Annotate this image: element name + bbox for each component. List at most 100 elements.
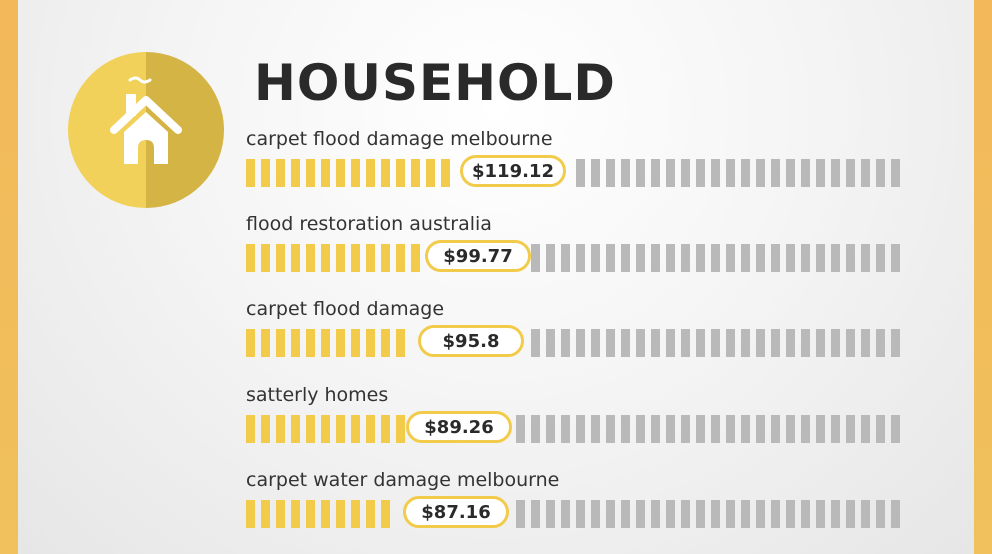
bar-segment-filled	[246, 159, 255, 187]
bar-segment-empty	[696, 329, 705, 357]
bar-segment-filled	[321, 500, 330, 528]
value-label: $87.16	[403, 496, 509, 528]
bar-row: $95.8	[246, 325, 902, 357]
bar-segment-filled	[306, 159, 315, 187]
bar-segment-filled	[246, 415, 255, 443]
bar-segment-empty	[651, 329, 660, 357]
bar-segment-empty	[681, 159, 690, 187]
bar-segment-empty	[636, 500, 645, 528]
bar-segment-empty	[831, 244, 840, 272]
frame-right	[974, 0, 992, 554]
bar-segment-filled	[411, 159, 420, 187]
bar-segment-filled	[351, 329, 360, 357]
bar-segment-empty	[576, 415, 585, 443]
bar-segment-filled	[306, 500, 315, 528]
bar-segment-empty	[801, 415, 810, 443]
bar-segment-empty	[786, 159, 795, 187]
bar-segment-empty	[591, 159, 600, 187]
bar-segment-empty	[891, 159, 900, 187]
bar-segment-empty	[636, 329, 645, 357]
bar-segment-filled	[246, 500, 255, 528]
bar-segment-filled	[291, 244, 300, 272]
frame-left	[0, 0, 18, 554]
bar-segment-filled	[366, 244, 375, 272]
bar-segment-empty	[861, 415, 870, 443]
bar-segment-empty	[576, 329, 585, 357]
bar-segment-empty	[546, 244, 555, 272]
bar-segment-empty	[861, 159, 870, 187]
bar-segment-filled	[351, 500, 360, 528]
bar-segment-empty	[606, 415, 615, 443]
bar-segment-filled	[351, 415, 360, 443]
bar-segment-empty	[561, 500, 570, 528]
bar-segment-empty	[561, 415, 570, 443]
bar-segment-empty	[681, 415, 690, 443]
bar-segment-empty	[666, 415, 675, 443]
bar-segment-empty	[696, 159, 705, 187]
category-label: flood restoration australia	[246, 213, 492, 235]
bar-segment-empty	[786, 415, 795, 443]
value-label: $119.12	[460, 155, 566, 187]
bar-row: $87.16	[246, 496, 902, 528]
bar-segment-filled	[306, 329, 315, 357]
bar-segment-empty	[576, 244, 585, 272]
bar-segment-empty	[861, 329, 870, 357]
bar-segment-filled	[246, 329, 255, 357]
bar-segment-empty	[531, 244, 540, 272]
bar-segment-empty	[741, 329, 750, 357]
bar-segment-filled	[396, 244, 405, 272]
bar-segment-filled	[336, 415, 345, 443]
bar-segment-empty	[591, 415, 600, 443]
bar-segment-filled	[366, 159, 375, 187]
bar-segment-empty	[876, 415, 885, 443]
bar-segment-empty	[591, 329, 600, 357]
house-badge	[68, 52, 224, 208]
bar-segment-empty	[681, 329, 690, 357]
bar-segment-filled	[396, 159, 405, 187]
bar-segment-empty	[696, 415, 705, 443]
bar-segment-empty	[861, 244, 870, 272]
bar-row: $89.26	[246, 411, 902, 443]
bar-segment-empty	[651, 415, 660, 443]
bar-segment-empty	[876, 500, 885, 528]
bar-segment-empty	[876, 159, 885, 187]
house-icon	[110, 76, 182, 164]
bar-segment-empty	[771, 329, 780, 357]
bar-segment-filled	[261, 244, 270, 272]
bar-segment-empty	[516, 415, 525, 443]
bar-segment-empty	[891, 329, 900, 357]
bar-segment-empty	[531, 329, 540, 357]
bar-segment-empty	[621, 500, 630, 528]
value-label: $95.8	[418, 325, 524, 357]
bar-row: $119.12	[246, 155, 902, 187]
bar-segment-filled	[381, 415, 390, 443]
bar-segment-empty	[756, 159, 765, 187]
bar-segment-filled	[261, 500, 270, 528]
bar-segment-empty	[621, 244, 630, 272]
bar-segment-filled	[366, 415, 375, 443]
bar-segment-filled	[336, 329, 345, 357]
bar-segment-filled	[291, 415, 300, 443]
bar-segment-empty	[771, 415, 780, 443]
bar-segment-empty	[771, 500, 780, 528]
bar-segment-empty	[831, 500, 840, 528]
bar-segment-empty	[831, 415, 840, 443]
bar-segment-filled	[336, 500, 345, 528]
bar-segment-filled	[276, 244, 285, 272]
bar-segment-empty	[651, 244, 660, 272]
bar-segment-empty	[816, 244, 825, 272]
bar-segment-empty	[846, 159, 855, 187]
bar-segment-empty	[726, 415, 735, 443]
bar-segment-empty	[621, 415, 630, 443]
bar-segment-empty	[531, 415, 540, 443]
bar-segment-empty	[726, 500, 735, 528]
bar-segment-filled	[321, 329, 330, 357]
bar-segment-filled	[381, 500, 390, 528]
bar-segment-empty	[756, 244, 765, 272]
bar-segment-empty	[636, 244, 645, 272]
bar-segment-empty	[771, 159, 780, 187]
bar-segment-empty	[576, 159, 585, 187]
bar-row: $99.77	[246, 240, 902, 272]
bar-segment-filled	[291, 159, 300, 187]
bar-segment-empty	[846, 329, 855, 357]
